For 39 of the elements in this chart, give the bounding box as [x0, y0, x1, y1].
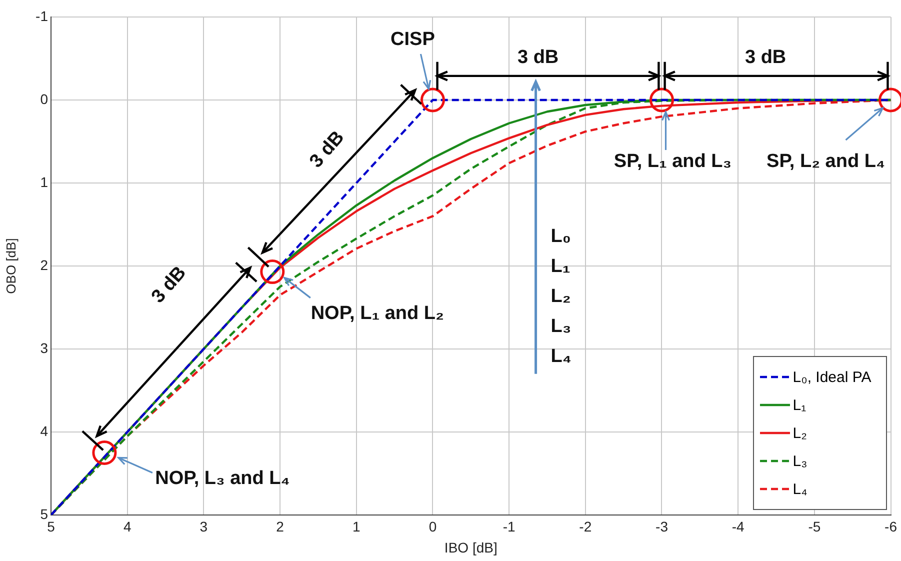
annotation: 3 dB	[306, 127, 349, 172]
x-tick-label: -4	[732, 518, 745, 534]
x-tick-label: -5	[808, 518, 821, 534]
x-tick-label: -3	[656, 518, 668, 534]
y-tick-label: -1	[36, 8, 48, 24]
y-tick-label: 5	[40, 506, 48, 522]
legend-label: L₃	[792, 452, 808, 470]
annotation: L₂	[550, 286, 571, 308]
annotation: L₃	[550, 316, 572, 338]
annotation: NOP, L₁ and L₂	[310, 303, 444, 324]
y-tick-label: 1	[40, 174, 48, 190]
annotation: SP, L₂ and L₄	[766, 151, 886, 172]
legend-label: L₂	[792, 424, 807, 442]
legend-label: L₁	[792, 396, 806, 414]
x-tick-label: -1	[502, 518, 516, 534]
y-tick-label: 0	[40, 90, 48, 107]
annotation: SP, L₁ and L₃	[614, 151, 732, 172]
x-tick-label: 1	[352, 518, 360, 534]
x-tick-label: -2	[579, 518, 592, 534]
y-axis-title: OBO [dB]	[3, 238, 18, 294]
x-tick-label: 0	[428, 518, 437, 534]
legend-label: L₄	[792, 480, 808, 498]
x-tick-label: 3	[200, 518, 208, 534]
x-tick-label: -6	[884, 518, 898, 534]
annotation: L₄	[550, 346, 572, 368]
x-axis-title: IBO [dB]	[444, 539, 498, 556]
y-tick-label: 2	[40, 256, 48, 273]
annotation: 3 dB	[148, 262, 191, 308]
annotation: CISP	[390, 29, 436, 50]
annotation: 3 dB	[744, 46, 786, 68]
annotation: L₀	[550, 226, 571, 248]
y-tick-label: 3	[40, 340, 48, 356]
annotation: 3 dB	[517, 46, 559, 68]
x-tick-label: 2	[276, 518, 284, 534]
y-tick-label: 4	[40, 422, 48, 439]
annotation: L₁	[550, 256, 570, 278]
annotation: NOP, L₃ and L₄	[155, 468, 290, 489]
x-tick-label: 4	[123, 518, 132, 534]
legend-label: L₀, Ideal PA	[792, 368, 872, 386]
